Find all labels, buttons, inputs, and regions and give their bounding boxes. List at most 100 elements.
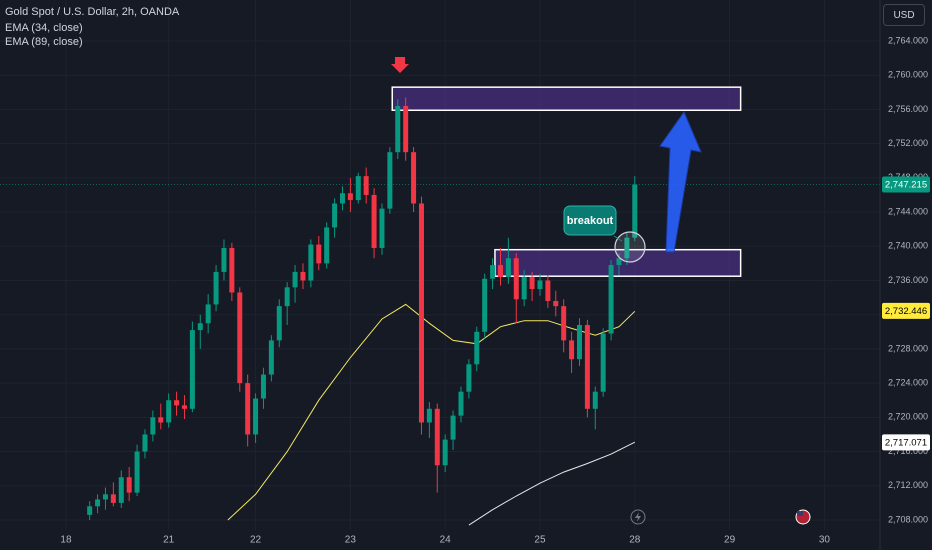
price-badge-label: 2,732.446 [885,306,927,317]
candle-body [584,324,590,409]
candle-body [490,265,496,279]
y-tick-label: 2,756.000 [888,104,928,114]
candle-body [174,400,180,406]
candle-body [221,247,227,272]
y-tick-label: 2,720.000 [888,412,928,422]
candle-body [268,340,274,375]
candle-body [134,451,140,493]
candle-body [102,494,108,500]
candle-body [150,417,156,435]
price-badge-label: 2,747.215 [885,180,927,191]
x-tick-label: 28 [629,535,641,546]
candle-body [339,193,345,204]
candle-body [458,391,464,416]
price-badge [882,434,930,451]
candle-body [166,400,172,423]
y-tick-label: 2,752.000 [888,138,928,148]
candle-body [576,324,582,360]
symbol-title: Gold Spot / U.S. Dollar, 2h, OANDA [5,6,180,18]
candle-body [513,258,519,300]
candle-body [592,391,598,409]
candle-body [158,417,164,423]
candle-body [545,280,551,302]
callout-pointer [613,235,623,242]
candle-body [418,203,424,423]
candle-body [561,306,567,341]
y-tick-label: 2,760.000 [888,70,928,80]
candle-body [126,477,132,493]
breakout-label: breakout [567,215,614,227]
y-tick-label: 2,716.000 [888,446,928,456]
candle-body [332,203,338,228]
candle-body [569,340,575,360]
candle-body [616,258,622,266]
candle-body [529,277,535,290]
grid [0,0,880,530]
candle-body [426,408,432,423]
candle-body [324,227,330,264]
candle-body [403,105,409,153]
x-tick-label: 29 [724,535,736,546]
y-tick-label: 2,740.000 [888,241,928,251]
candle-body [237,292,243,384]
indicator-label: EMA (89, close) [5,36,83,48]
candle-body [482,278,488,332]
candle-body [411,152,417,204]
y-tick-label: 2,728.000 [888,343,928,353]
candle-body [505,258,511,278]
candle-body [95,499,101,507]
candle-body [379,208,385,248]
country-flag-canton [797,511,803,516]
candle-body [181,405,187,409]
candle-body [624,237,630,259]
y-tick-label: 2,708.000 [888,514,928,524]
candle-body [355,176,361,201]
candle-body [260,374,266,399]
candle-body [347,193,353,201]
candle-body [142,434,148,452]
indicator-label: EMA (34, close) [5,22,83,34]
y-tick-label: 2,724.000 [888,378,928,388]
candle-body [497,265,503,278]
target-zone [391,86,742,112]
y-tick-label: 2,764.000 [888,35,928,45]
x-tick-label: 21 [163,535,175,546]
candle-body [197,323,203,331]
candle-body [466,364,472,392]
breakout-bubble [563,205,617,236]
candle-body [87,506,93,515]
candle-body [521,277,527,300]
price-badge [882,302,930,319]
candle-body [110,494,116,503]
candle-body [442,439,448,466]
candle-body [213,271,219,305]
x-tick-label: 22 [250,535,262,546]
candle-body [253,398,259,435]
candle-body [308,244,314,281]
event-icon-bolt [635,512,641,522]
down-arrow [391,57,409,73]
candle-body [205,304,211,324]
candle-body [300,271,306,281]
candle-body [292,271,298,288]
currency-button[interactable]: USD [883,4,925,26]
candle-body [395,105,401,153]
candle-body [371,194,377,248]
x-tick-label: 24 [440,535,452,546]
candle-body [632,184,638,238]
candle-body [189,330,195,409]
candle-body [363,176,369,195]
candle-body [245,383,251,435]
candle-body [434,408,440,466]
breakout-circle [614,231,646,263]
candle-body [316,244,322,264]
x-tick-label: 25 [534,535,546,546]
y-tick-label: 2,736.000 [888,275,928,285]
x-tick-label: 18 [60,535,72,546]
ema-line [468,441,636,526]
candle-body [553,301,559,307]
candle-body [284,287,290,307]
candle-body [118,477,124,503]
